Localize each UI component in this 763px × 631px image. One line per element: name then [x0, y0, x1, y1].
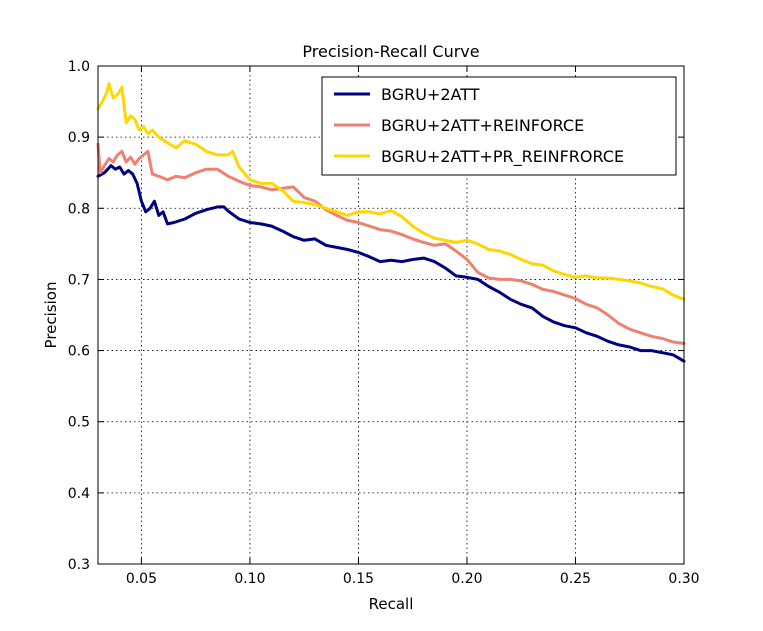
y-tick-label: 0.6	[68, 344, 90, 360]
x-tick-label: 0.25	[560, 571, 591, 587]
chart-title: Precision-Recall Curve	[302, 42, 479, 61]
legend-label-bgru-2att-reinforce: BGRU+2ATT+REINFORCE	[381, 116, 584, 135]
y-tick-label: 0.7	[68, 272, 90, 288]
series-line-bgru-2att-reinforce	[96, 142, 686, 345]
legend-box	[321, 76, 677, 176]
plot-frame	[97, 65, 685, 565]
x-tick-label: 0.10	[234, 571, 265, 587]
x-tick-label: 0.30	[668, 571, 699, 587]
x-tick-label: 0.20	[451, 571, 482, 587]
x-tick-label: 0.05	[126, 571, 157, 587]
y-tick-label: 0.4	[68, 486, 90, 502]
y-axis-label: Precision	[42, 282, 60, 349]
y-tick-labels: 0.3 0.4 0.5 0.6 0.7 0.8 0.9 1.0	[68, 59, 90, 573]
series-layer	[96, 82, 686, 363]
x-axis-label: Recall	[369, 595, 414, 613]
y-tick-label: 0.8	[68, 201, 90, 217]
tick-marks	[98, 65, 685, 565]
x-tick-labels: 0.05 0.10 0.15 0.20 0.25 0.30	[126, 571, 700, 587]
legend-label-bgru-2att-pr-reinforce: BGRU+2ATT+PR_REINFRORCE	[381, 147, 624, 167]
series-line-bgru-2att-pr-reinfrorce	[96, 82, 686, 301]
y-tick-label: 1.0	[68, 59, 90, 75]
legend: BGRU+2ATT BGRU+2ATT+REINFORCE BGRU+2ATT+…	[321, 76, 677, 176]
y-tick-label: 0.3	[68, 557, 90, 573]
series-line-bgru-2att	[96, 164, 686, 363]
x-tick-label: 0.15	[343, 571, 374, 587]
y-tick-label: 0.9	[68, 130, 90, 146]
legend-label-bgru-2att: BGRU+2ATT	[381, 85, 480, 104]
y-tick-label: 0.5	[68, 415, 90, 431]
